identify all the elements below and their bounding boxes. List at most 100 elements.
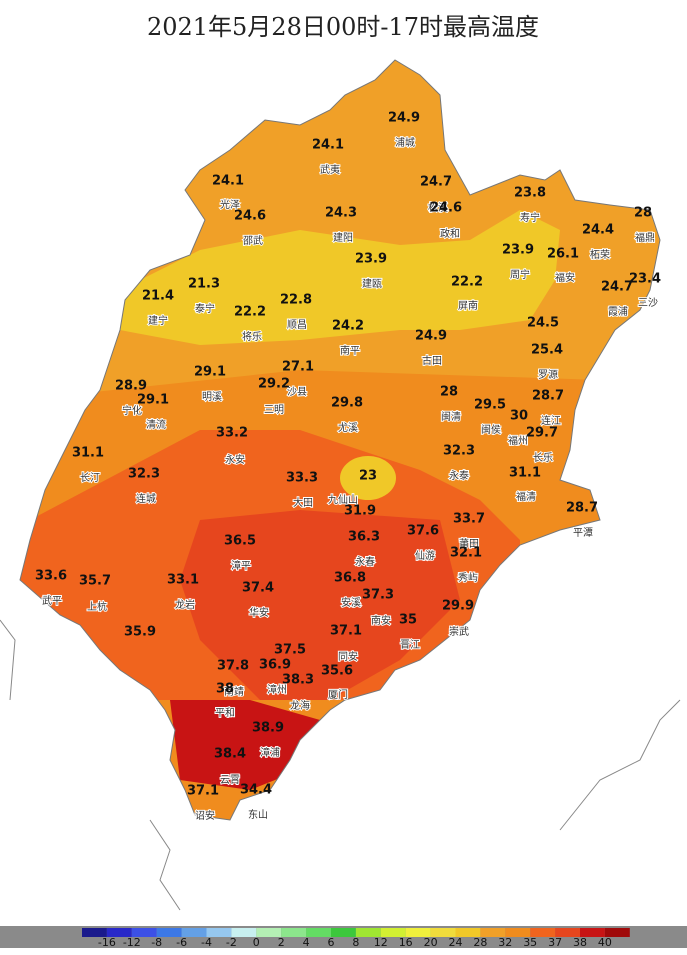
legend-swatch bbox=[380, 928, 406, 937]
temperature-label: 24.5 bbox=[527, 316, 559, 331]
zone bbox=[180, 510, 460, 700]
title: 2021年5月28日00时-17时最高温度 bbox=[147, 13, 539, 41]
temperature-label: 24.9 bbox=[415, 329, 447, 344]
temperature-label: 34.4 bbox=[240, 783, 272, 798]
temperature-label: 24.7 bbox=[601, 280, 633, 295]
temperature-label: 36.8 bbox=[334, 571, 366, 586]
legend-label: -12 bbox=[123, 936, 141, 949]
place-name: 建宁 bbox=[148, 314, 168, 327]
place-name: 福清 bbox=[516, 490, 536, 503]
temperature-label: 24.4 bbox=[582, 223, 614, 238]
legend-label: 2 bbox=[278, 936, 285, 949]
temperature-label: 38.3 bbox=[282, 673, 314, 688]
legend-label: 20 bbox=[424, 936, 438, 949]
temperature-label: 23 bbox=[359, 469, 377, 484]
place-name: 明溪 bbox=[202, 391, 222, 403]
place-name: 安溪 bbox=[341, 596, 361, 609]
place-name: 清流 bbox=[146, 418, 166, 431]
temperature-label: 35.6 bbox=[321, 664, 353, 679]
temperature-label: 29.2 bbox=[258, 377, 290, 392]
place-name: 柘荣 bbox=[590, 248, 610, 261]
temperature-label: 37.6 bbox=[407, 524, 439, 539]
temperature-label: 26.1 bbox=[547, 247, 579, 262]
province-border bbox=[19, 59, 661, 821]
legend-swatch bbox=[505, 928, 531, 937]
temperature-label: 32.3 bbox=[128, 467, 160, 482]
temperature-label: 29.9 bbox=[442, 599, 474, 614]
place-name: 武夷 bbox=[320, 163, 340, 176]
place-name: 莆田 bbox=[459, 537, 479, 550]
temperature-label: 29.5 bbox=[474, 398, 506, 413]
temperature-label: 24.6 bbox=[430, 201, 462, 216]
temperature-label: 36.5 bbox=[224, 534, 256, 549]
temperature-label: 24.1 bbox=[312, 138, 344, 153]
legend-label: -6 bbox=[176, 936, 187, 949]
legend-label: -4 bbox=[201, 936, 212, 949]
legend-label: 40 bbox=[598, 936, 612, 949]
place-name: 光泽 bbox=[220, 198, 240, 211]
temperature-label: 29.1 bbox=[137, 393, 169, 408]
zone bbox=[120, 210, 560, 345]
temperature-label: 25.4 bbox=[531, 343, 563, 358]
temperature-label: 24.6 bbox=[234, 209, 266, 224]
temperature-label: 30 bbox=[510, 409, 528, 424]
temperature-label: 24.2 bbox=[332, 319, 364, 334]
legend-swatch bbox=[256, 928, 282, 937]
legend-swatch bbox=[206, 928, 232, 937]
coast-line bbox=[0, 619, 681, 911]
legend-swatch bbox=[331, 928, 356, 937]
temperature-label: 33.1 bbox=[167, 573, 199, 588]
temperature-label: 21.4 bbox=[142, 289, 174, 304]
temperature-label: 33.6 bbox=[35, 569, 67, 584]
legend-swatch bbox=[604, 928, 630, 937]
place-name: 三明 bbox=[264, 404, 284, 416]
legend-swatch bbox=[455, 928, 481, 937]
legend-swatch bbox=[405, 928, 431, 937]
temperature-label: 33.7 bbox=[453, 512, 485, 527]
temperature-label: 28.7 bbox=[532, 389, 564, 404]
place-name: 云霄 bbox=[220, 774, 240, 786]
temperature-label: 37.1 bbox=[330, 624, 362, 639]
temperature-label: 37.4 bbox=[242, 581, 274, 596]
temperature-label: 35.7 bbox=[79, 574, 111, 589]
place-name: 秀屿 bbox=[458, 572, 478, 584]
legend-label: -2 bbox=[226, 936, 237, 949]
zone bbox=[170, 700, 320, 790]
legend-swatch bbox=[306, 928, 331, 937]
place-name: 霞浦 bbox=[608, 305, 628, 318]
place-name: 连江 bbox=[541, 414, 561, 427]
place-name: 周宁 bbox=[510, 268, 530, 281]
legend-label: -16 bbox=[98, 936, 116, 949]
place-name: 九仙山 bbox=[328, 493, 358, 506]
place-name: 漳平 bbox=[231, 559, 251, 572]
place-name: 沙县 bbox=[287, 386, 307, 398]
place-name: 浦城 bbox=[395, 136, 415, 149]
legend-swatch bbox=[231, 928, 257, 937]
temperature-label: 31.9 bbox=[344, 504, 376, 519]
legend-label: 16 bbox=[399, 936, 413, 949]
legend-label: 6 bbox=[328, 936, 335, 949]
place-name: 南安 bbox=[371, 614, 391, 627]
temperature-label: 23.4 bbox=[629, 272, 661, 287]
place-name: 仙游 bbox=[415, 549, 435, 562]
legend-swatch bbox=[156, 928, 182, 937]
place-name: 尤溪 bbox=[338, 421, 358, 434]
place-name: 宁化 bbox=[122, 404, 142, 417]
temperature-label: 35 bbox=[399, 613, 417, 628]
place-name: 南平 bbox=[340, 344, 360, 357]
place-name: 顺昌 bbox=[287, 319, 307, 331]
temperature-label: 21.3 bbox=[188, 277, 220, 292]
temperature-label: 31.1 bbox=[72, 446, 104, 461]
place-name: 闽清 bbox=[441, 410, 461, 423]
temperature-label: 33.3 bbox=[286, 471, 318, 486]
place-name: 同安 bbox=[338, 650, 358, 663]
place-name: 屏南 bbox=[458, 299, 478, 312]
temperature-label: 24.9 bbox=[388, 111, 420, 126]
temperature-label: 32.1 bbox=[450, 546, 482, 561]
place-name: 大田 bbox=[293, 496, 313, 509]
place-name: 龙海 bbox=[290, 699, 310, 712]
legend-swatch bbox=[530, 928, 556, 937]
temperature-label: 37.8 bbox=[217, 659, 249, 674]
legend-swatch bbox=[106, 928, 132, 937]
